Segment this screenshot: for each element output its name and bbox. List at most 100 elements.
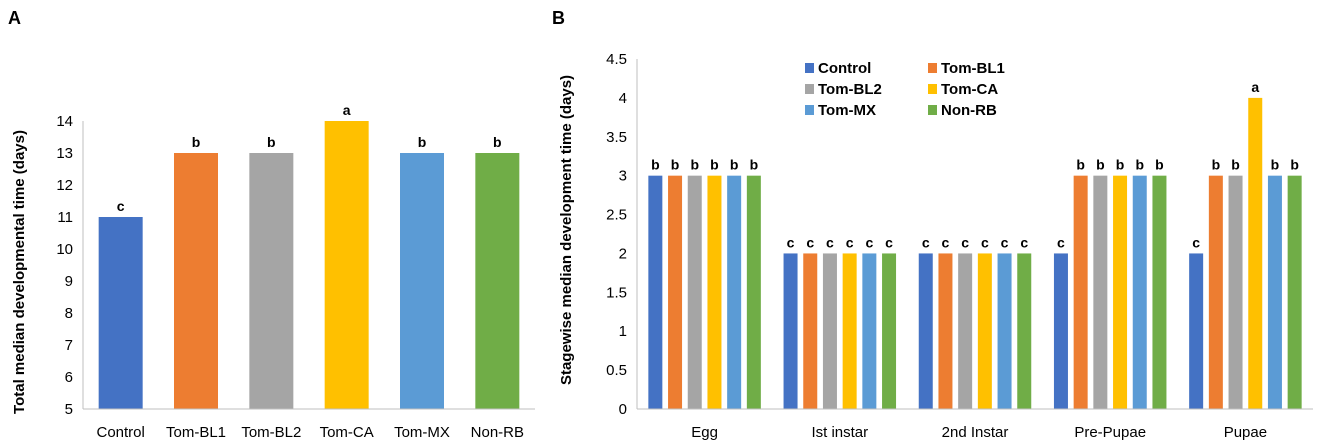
panel-b-significance-label: c [981, 234, 989, 250]
panel-a-y-tick-label: 10 [56, 241, 73, 258]
panel-a-letter: A [8, 8, 21, 28]
panel-b-significance-label: b [1096, 157, 1105, 173]
panel-a-y-tick-label: 9 [65, 273, 73, 290]
panel-b-significance-label: b [750, 157, 759, 173]
panel-b: B Stagewise median development time (day… [552, 8, 1313, 441]
panel-a-y-tick-label: 8 [65, 305, 73, 322]
panel-a-y-tick-label: 13 [56, 145, 73, 162]
panel-b-bar [1093, 175, 1108, 409]
panel-a-significance-label: b [192, 134, 201, 150]
panel-b-significance-label: b [730, 157, 739, 173]
panel-a-category-label: Control [96, 424, 144, 441]
panel-b-significance-label: b [1212, 157, 1221, 173]
panel-b-significance-label: c [806, 234, 814, 250]
panel-a-significance-label: c [117, 198, 125, 214]
panel-b-bar [1287, 175, 1302, 409]
panel-b-y-tick-label: 4.5 [606, 51, 627, 68]
panel-b-bar [822, 253, 837, 409]
panel-b-bar [803, 253, 818, 409]
panel-b-bar [783, 253, 798, 409]
panel-b-bar [1267, 175, 1282, 409]
panel-a-y-tick-label: 11 [57, 209, 73, 226]
panel-b-significance-label: c [922, 234, 930, 250]
panel-b-bar [687, 175, 702, 409]
panel-b-bar [1189, 253, 1204, 409]
panel-b-bar [882, 253, 897, 409]
panel-a-significance-label: b [493, 134, 502, 150]
panel-b-significance-label: b [1290, 157, 1299, 173]
legend-swatch [805, 84, 814, 94]
panel-b-y-tick-label: 4 [619, 90, 627, 107]
panel-b-bar [1053, 253, 1068, 409]
panel-a-category-label: Tom-BL2 [241, 424, 301, 441]
panel-b-bar [1152, 175, 1167, 409]
panel-a-significance-label: b [418, 134, 427, 150]
panel-b-y-tick-label: 2.5 [606, 207, 627, 224]
panel-b-significance-label: c [846, 234, 854, 250]
panel-b-significance-label: a [1251, 79, 1259, 95]
legend-label: Tom-BL1 [941, 60, 1005, 77]
panel-b-bar [918, 253, 933, 409]
panel-b-significance-label: c [961, 234, 969, 250]
panel-b-significance-label: b [690, 157, 699, 173]
panel-a-bar [249, 153, 294, 409]
panel-a-y-tick-label: 5 [65, 401, 73, 418]
panel-a-bar [98, 217, 143, 409]
legend-swatch [928, 105, 937, 115]
panel-b-letter: B [552, 8, 565, 28]
panel-b-y-tick-label: 2 [619, 245, 627, 262]
panel-a-y-tick-label: 7 [65, 337, 73, 354]
panel-a-significance-label: b [267, 134, 276, 150]
panel-b-bar [707, 175, 722, 409]
panel-b-bar [1073, 175, 1088, 409]
panel-b-significance-label: b [1076, 157, 1085, 173]
panel-b-significance-label: c [1001, 234, 1009, 250]
panel-b-y-tick-label: 1 [619, 323, 627, 340]
legend-swatch [805, 63, 814, 73]
legend-label: Non-RB [941, 102, 997, 119]
panel-b-significance-label: b [671, 157, 680, 173]
panel-b-significance-label: b [710, 157, 719, 173]
panel-b-y-tick-label: 0.5 [606, 362, 627, 379]
panel-b-significance-label: c [1057, 234, 1065, 250]
panel-b-bar [1113, 175, 1128, 409]
panel-b-significance-label: c [1020, 234, 1028, 250]
panel-b-bar [746, 175, 761, 409]
panel-b-bar [1228, 175, 1243, 409]
panel-b-bar [1248, 97, 1263, 409]
panel-b-bar [862, 253, 877, 409]
panel-b-y-tick-label: 3 [619, 168, 627, 185]
panel-b-bar [1132, 175, 1147, 409]
panel-a-y-tick-label: 6 [65, 369, 73, 386]
panel-a-bar [324, 121, 369, 409]
panel-b-category-label: Ist instar [811, 424, 868, 441]
panel-b-significance-label: c [865, 234, 873, 250]
panel-b-bar [977, 253, 992, 409]
panel-a: A Total median developmental time (days)… [8, 8, 535, 441]
panel-b-y-tick-label: 0 [619, 401, 627, 418]
panel-a-category-label: Tom-BL1 [166, 424, 226, 441]
panel-b-significance-label: c [787, 234, 795, 250]
panel-b-y-tick-label: 3.5 [606, 129, 627, 146]
panel-b-bar [727, 175, 742, 409]
panel-b-significance-label: b [1135, 157, 1144, 173]
panel-b-bar [1017, 253, 1032, 409]
panel-b-significance-label: b [1155, 157, 1164, 173]
panel-a-bar [400, 153, 444, 409]
legend-swatch [805, 105, 814, 115]
panel-a-bar [174, 153, 218, 409]
panel-b-y-tick-label: 1.5 [606, 284, 627, 301]
panel-b-bar [958, 253, 973, 409]
panel-b-category-label: Egg [691, 424, 718, 441]
panel-b-bar [648, 175, 663, 409]
panel-a-bar [475, 153, 520, 409]
panel-a-y-tick-label: 12 [56, 177, 73, 194]
panel-b-significance-label: b [1116, 157, 1125, 173]
panel-b-category-label: Pupae [1224, 424, 1267, 441]
panel-b-significance-label: b [1231, 157, 1240, 173]
panel-b-y-axis-title: Stagewise median development time (days) [558, 75, 575, 385]
panel-b-category-label: Pre-Pupae [1074, 424, 1146, 441]
panel-a-y-tick-label: 14 [56, 113, 73, 130]
legend-label: Tom-MX [818, 102, 876, 119]
